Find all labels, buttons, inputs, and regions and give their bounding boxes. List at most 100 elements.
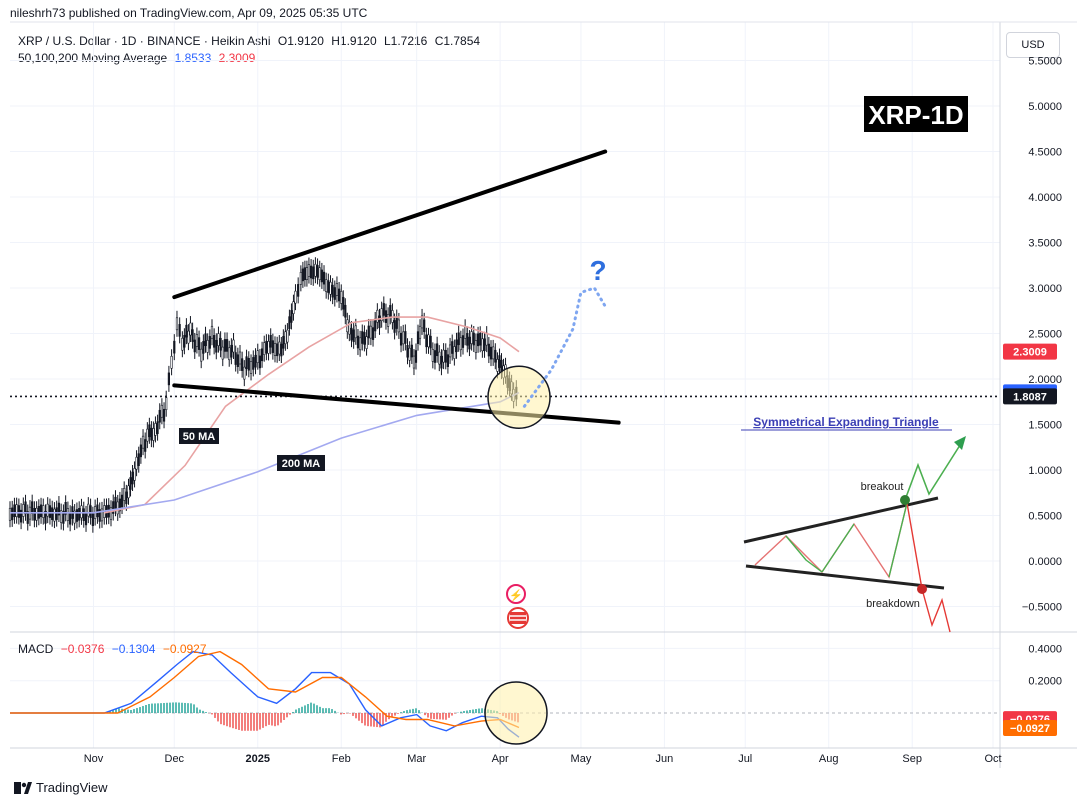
candle-body	[327, 280, 330, 293]
candle-body	[193, 339, 196, 353]
candle-body	[195, 334, 199, 347]
candle-body	[13, 504, 16, 518]
x-tick-label: May	[571, 753, 592, 765]
candle-body	[17, 505, 20, 518]
candle-body	[66, 508, 70, 521]
candle-body	[120, 494, 124, 508]
ma200-line	[10, 391, 520, 514]
macd-highlight-circle	[484, 681, 548, 745]
candle-body	[249, 361, 253, 374]
candle-body	[442, 349, 445, 363]
candle-body	[382, 303, 385, 316]
candle-body	[288, 316, 291, 329]
inset-breakout-arrowhead	[954, 436, 966, 450]
x-tick-label: Sep	[902, 753, 922, 765]
inset-breakdown-dot	[917, 584, 927, 594]
candle-body	[290, 310, 293, 323]
ma-label: 50,100,200 Moving Average	[18, 51, 168, 65]
candle-body	[170, 355, 173, 369]
x-tick-label: Jul	[738, 753, 752, 765]
candle-body	[96, 504, 99, 518]
candle-body	[208, 336, 211, 349]
candle-body	[156, 421, 159, 434]
candle-body	[420, 315, 424, 329]
candle-body	[252, 357, 255, 370]
candle-body	[282, 336, 285, 349]
candle-body	[210, 325, 214, 339]
y-tick-label: 4.5000	[1028, 147, 1062, 159]
candle-body	[338, 288, 341, 302]
candle-body	[320, 269, 323, 283]
candle-body	[109, 506, 113, 520]
candle-body	[286, 329, 289, 343]
candle-body	[263, 342, 266, 355]
candle-body	[348, 321, 351, 335]
candle-body	[444, 350, 447, 363]
price-label-bg	[1003, 343, 1057, 360]
event-flash-icon	[506, 584, 526, 604]
candle-body	[33, 507, 36, 521]
candle-body	[234, 352, 237, 365]
x-tick-label: Aug	[819, 753, 839, 765]
candle-body	[51, 507, 54, 521]
candle-body	[225, 339, 229, 352]
candle-body	[269, 334, 272, 348]
x-tick-label: Apr	[492, 753, 509, 765]
x-tick-label: Jun	[656, 753, 674, 765]
question-mark-annotation: ?	[589, 255, 606, 286]
ohlc-close: C1.7854	[434, 34, 481, 48]
candle-body	[181, 337, 184, 351]
candle-body	[440, 355, 443, 369]
symbol-legend: XRP / U.S. Dollar · 1D · BINANCE · Heiki…	[18, 34, 484, 48]
x-tick-label: 2025	[246, 753, 270, 765]
candle-body	[429, 335, 432, 349]
y-tick-label: 3.0000	[1028, 283, 1062, 295]
candle-body	[125, 491, 128, 505]
candle-body	[448, 344, 452, 358]
candle-body	[114, 496, 117, 510]
candle-body	[24, 501, 27, 515]
candle-body	[139, 444, 142, 458]
candle-body	[204, 333, 207, 347]
candle-body	[376, 309, 379, 323]
candle-body	[258, 355, 262, 369]
y-tick-label: 4.0000	[1028, 192, 1062, 204]
ma200-label-bg	[277, 455, 325, 471]
candle-body	[494, 349, 497, 363]
candle-body	[131, 471, 134, 485]
projection-path	[522, 286, 607, 408]
candle-body	[55, 507, 58, 520]
currency-button[interactable]: USD	[1006, 32, 1060, 58]
candle-body	[267, 341, 270, 354]
candle-body	[223, 339, 227, 352]
candle-body	[322, 271, 326, 285]
candle-body	[256, 350, 259, 363]
ohlc-low: L1.7216	[383, 34, 428, 48]
candle-body	[219, 337, 222, 351]
candle-body	[476, 333, 480, 347]
candle-body	[31, 501, 34, 514]
candle-body	[367, 325, 370, 339]
candle-body	[303, 267, 307, 280]
candle-body	[100, 508, 104, 522]
candle-body	[271, 340, 274, 353]
candle-body	[129, 477, 132, 490]
candle-body	[22, 504, 25, 517]
candle-body	[98, 509, 101, 522]
candle-body	[141, 435, 145, 449]
candle-body	[127, 485, 130, 499]
candle-body	[406, 344, 409, 358]
inset-breakout-label: breakout	[861, 481, 904, 493]
candle-body	[369, 325, 372, 339]
candle-body	[213, 335, 216, 348]
tradingview-footer[interactable]: TradingView	[14, 780, 108, 795]
inset-breakout-path	[904, 441, 963, 501]
candle-body	[316, 265, 319, 278]
price-label: 1.8087	[1013, 391, 1047, 403]
candle-body	[438, 351, 441, 365]
candle-body	[39, 504, 43, 518]
candle-body	[309, 265, 313, 279]
candle-body	[241, 358, 244, 371]
macd-value-3: −0.0927	[162, 642, 207, 656]
